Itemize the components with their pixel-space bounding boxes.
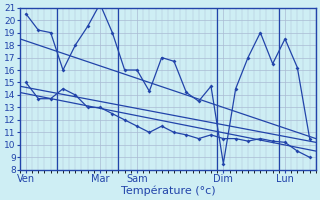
X-axis label: Température (°c): Température (°c)	[121, 185, 215, 196]
